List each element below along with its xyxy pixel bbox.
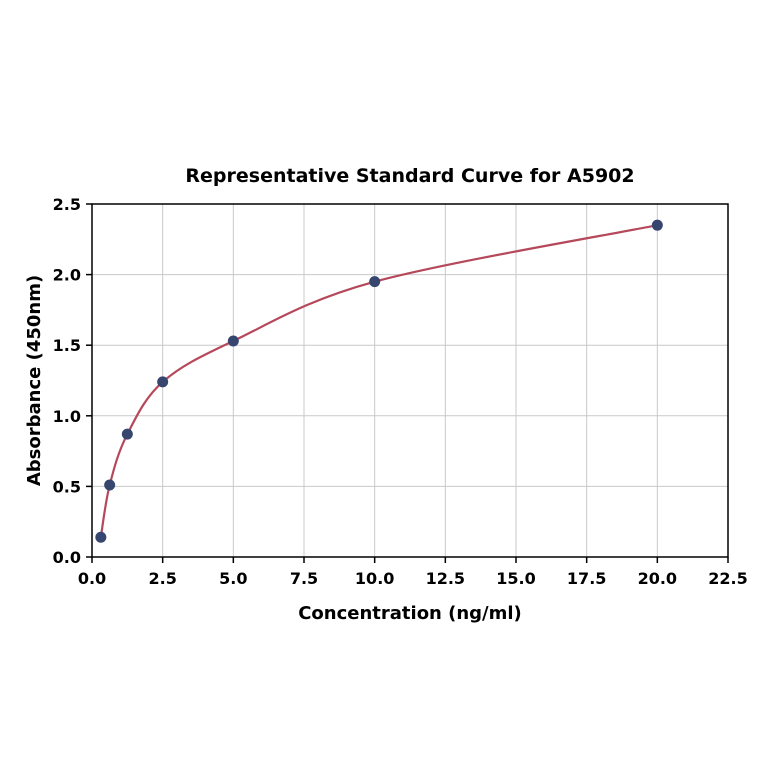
chart-title: Representative Standard Curve for A5902 bbox=[185, 165, 634, 187]
x-tick-label: 2.5 bbox=[148, 569, 176, 588]
y-tick-label: 0.5 bbox=[53, 477, 81, 496]
y-tick-label: 0.0 bbox=[53, 548, 81, 567]
fitted-curve bbox=[99, 224, 658, 538]
data-point bbox=[651, 219, 663, 231]
x-tick-label: 5.0 bbox=[219, 569, 247, 588]
data-points bbox=[95, 219, 663, 543]
x-tick-label: 17.5 bbox=[567, 569, 606, 588]
data-point bbox=[227, 335, 239, 347]
data-point bbox=[369, 276, 381, 288]
tick-marks bbox=[86, 203, 729, 563]
x-tick-label: 12.5 bbox=[426, 569, 465, 588]
y-tick-label: 2.5 bbox=[53, 195, 81, 214]
y-tick-label: 1.0 bbox=[53, 407, 81, 426]
plot-border bbox=[91, 203, 729, 558]
x-tick-label: 22.5 bbox=[708, 569, 747, 588]
data-point bbox=[95, 531, 107, 543]
data-point bbox=[157, 376, 169, 388]
data-point bbox=[121, 428, 133, 440]
x-tick-label: 0.0 bbox=[78, 569, 106, 588]
y-tick-label: 2.0 bbox=[53, 266, 81, 285]
x-axis-label: Concentration (ng/ml) bbox=[298, 603, 522, 624]
tick-labels: 0.0 2.5 5.0 7.5 10.0 12.5 15.0 17.5 20.0 22.5 0.0 0… bbox=[53, 195, 748, 588]
x-tick-label: 7.5 bbox=[290, 569, 318, 588]
y-tick-label: 1.5 bbox=[53, 336, 81, 355]
x-tick-label: 15.0 bbox=[496, 569, 535, 588]
data-point bbox=[104, 479, 116, 491]
x-tick-label: 10.0 bbox=[355, 569, 394, 588]
x-tick-label: 20.0 bbox=[638, 569, 677, 588]
y-axis-label: Absorbance (450nm) bbox=[24, 275, 45, 486]
